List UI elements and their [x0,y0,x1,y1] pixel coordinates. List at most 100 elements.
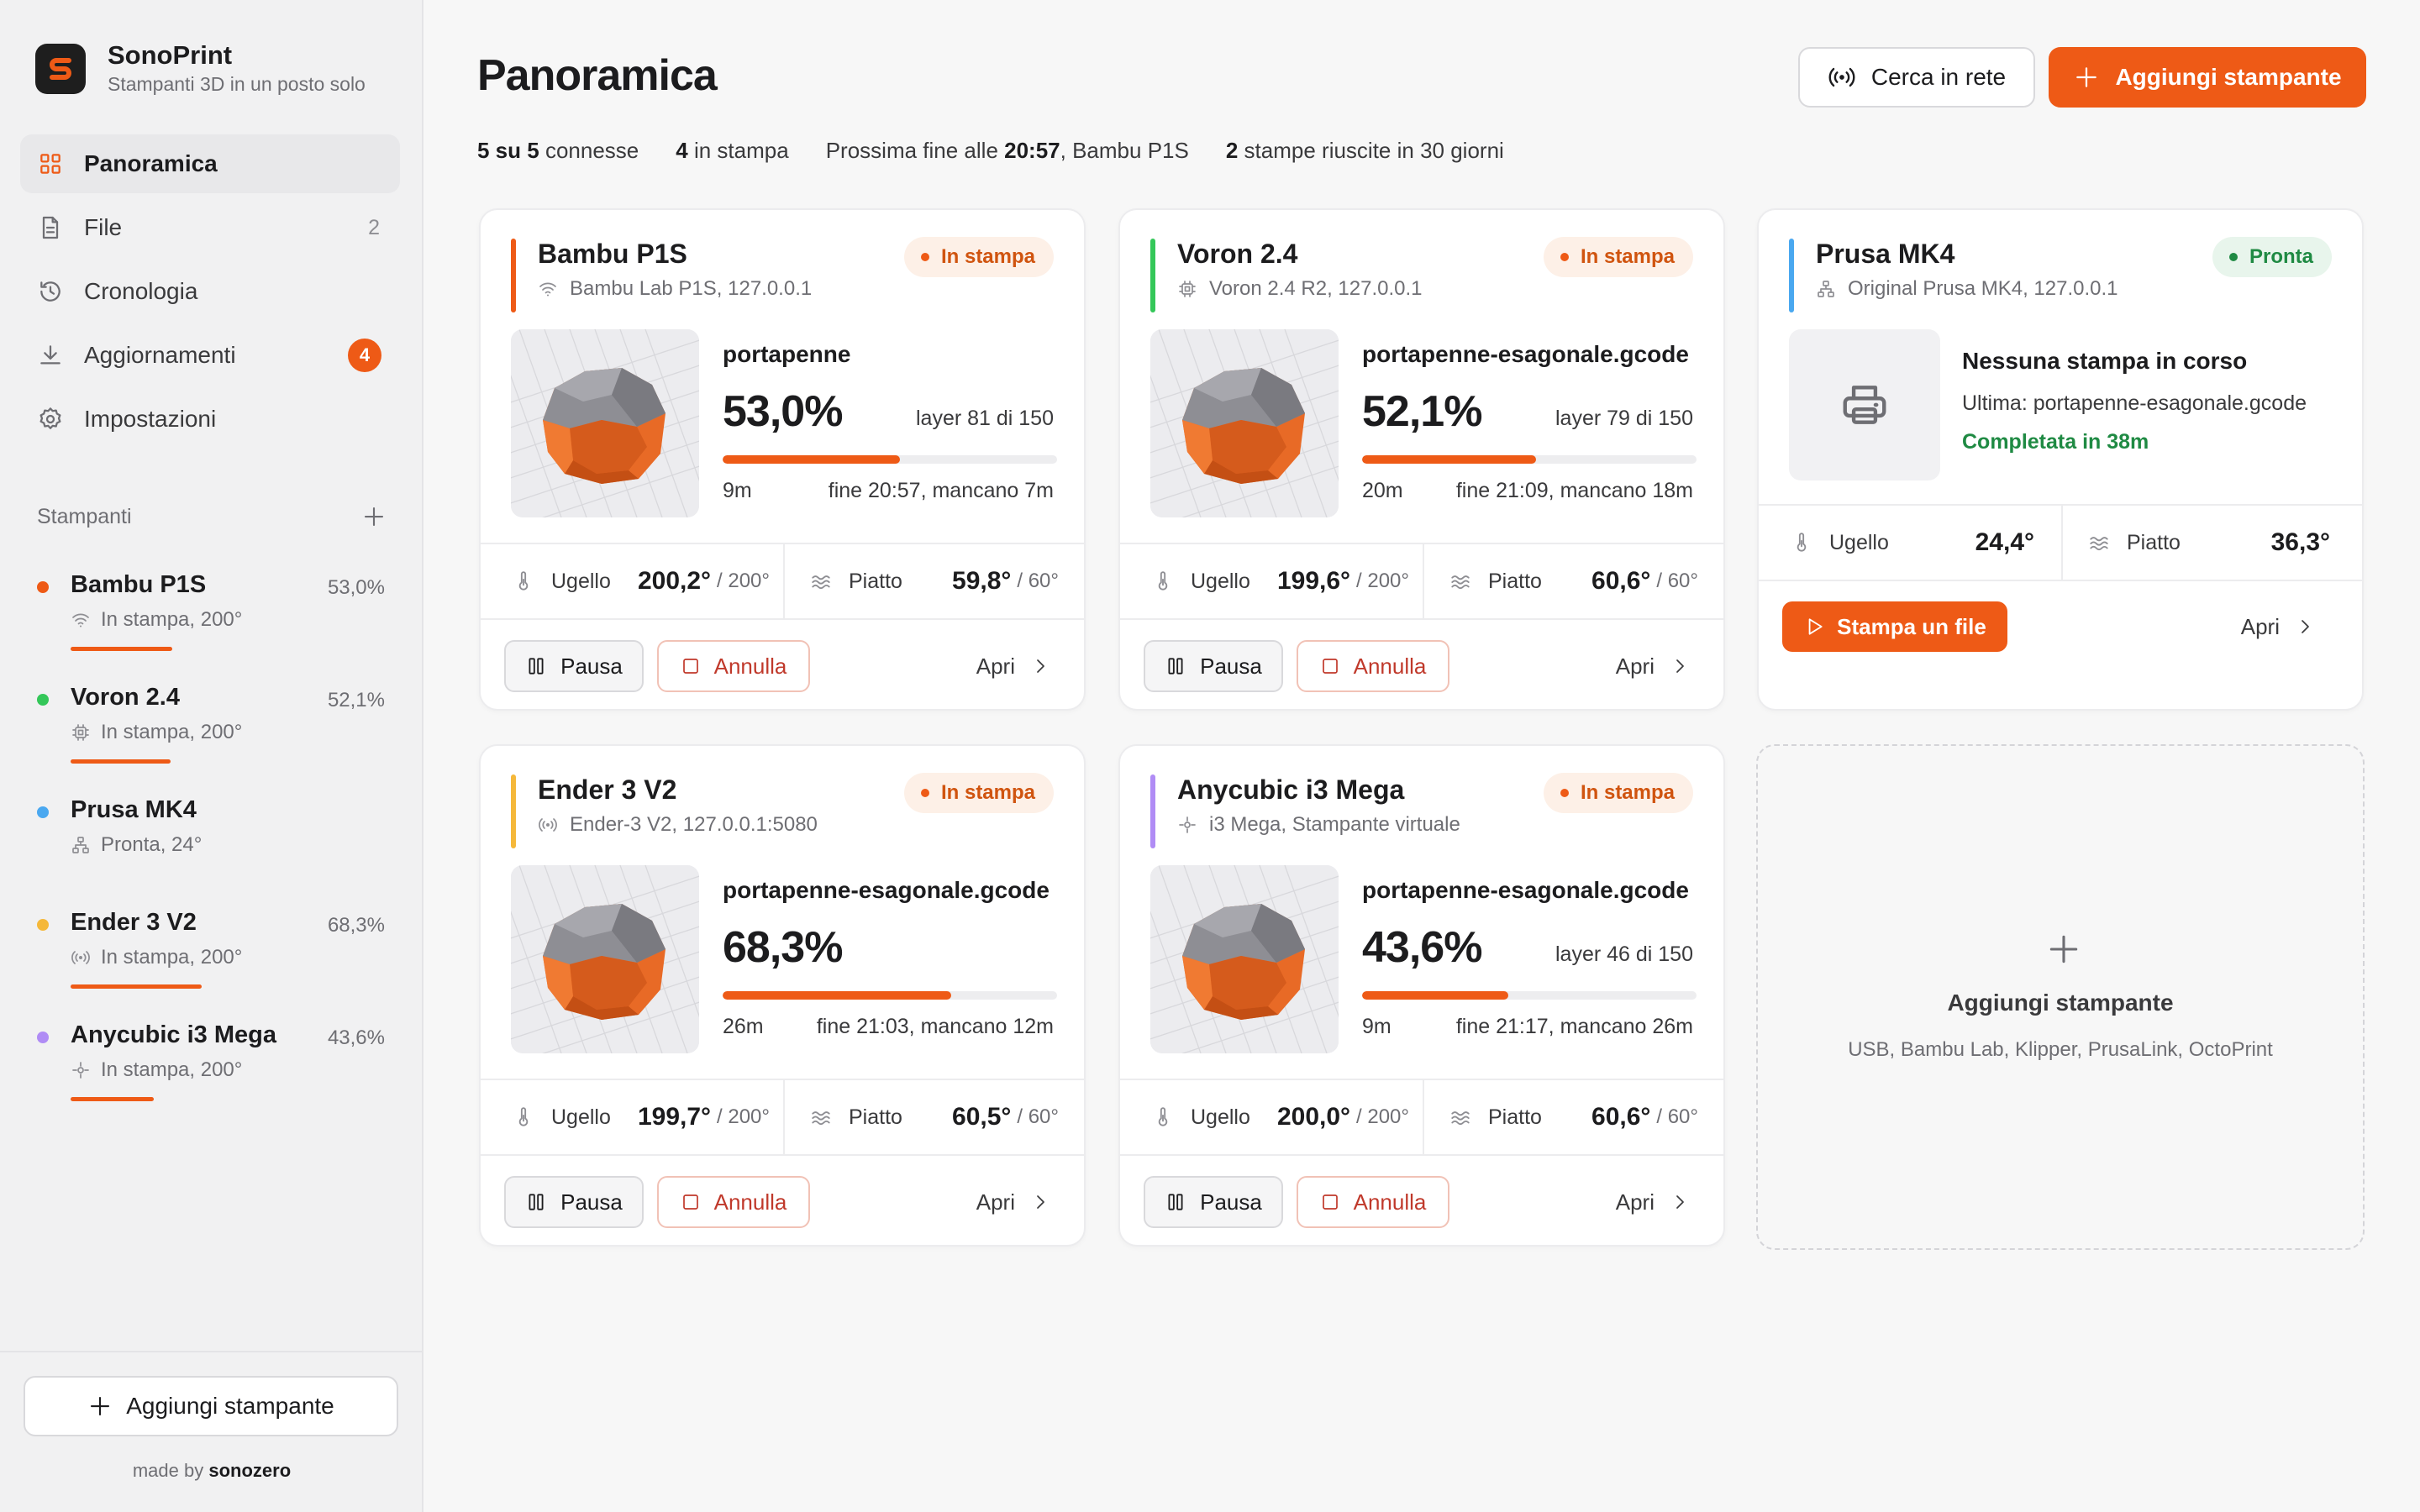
sidebar-add-printer-button[interactable]: Aggiungi stampante [24,1376,398,1436]
progress-bar [723,991,1057,1000]
open-button[interactable]: Apri [1616,1176,1690,1228]
status-badge-label: In stampa [1580,245,1675,268]
pause-icon [1165,655,1186,677]
progress-bar [1362,991,1697,1000]
bed-value: 60,5° [952,1103,1012,1131]
scan-network-label: Cerca in rete [1870,64,2007,90]
nav-item-settings[interactable]: Impostazioni [20,390,400,449]
layer-info: layer 81 di 150 [915,407,1054,430]
card-printer-model: Original Prusa MK4, 127.0.0.1 [1848,277,2118,300]
stop-icon [1320,1192,1340,1212]
brand[interactable]: SonoPrint Stampanti 3D in un posto solo [35,40,366,97]
pause-button[interactable]: Pausa [1144,1176,1283,1228]
sidebar-printer-anycubic[interactable]: Anycubic i3 Mega 43,6% In stampa, 200° [37,1015,387,1127]
card-printer-sub: Bambu Lab P1S, 127.0.0.1 [538,277,812,301]
history-icon [40,281,60,302]
sidebar-printer-bambu[interactable]: Bambu P1S 53,0% In stampa, 200° [37,564,387,677]
bed-temp: Piatto 60,6° / 60° [1449,1080,1698,1154]
made-by-name[interactable]: sonozero [208,1460,292,1481]
open-label: Apri [1615,1189,1655,1215]
eta: fine 20:57, mancano 7m [828,479,1054,502]
accent-bar [511,774,516,848]
model-thumbnail [511,865,699,1053]
status-badge-label: In stampa [940,245,1035,268]
nozzle-temp: Ugello 199,6° / 200° [1152,544,1409,618]
printer-progress-text: 43,6% [327,1026,385,1049]
cancel-label: Annulla [1353,653,1427,679]
open-button[interactable]: Apri [976,640,1050,692]
card-printer-name: Ender 3 V2 [538,774,677,805]
bed-value: 36,3° [2270,528,2330,556]
printer-progress-text: 52,1% [327,689,385,711]
sidebar-printer-voron[interactable]: Voron 2.4 52,1% In stampa, 200° [37,677,387,790]
sidebar-printer-prusa[interactable]: Prusa MK4 Pronta, 24° [37,790,387,902]
printers-section-title: Stampanti [37,504,132,528]
pause-label: Pausa [560,1189,623,1215]
progress-bar [723,455,1057,464]
printer-progress-text: 53,0% [327,576,385,599]
radio-icon [1828,63,1856,92]
print-file-button[interactable]: Stampa un file [1782,601,2007,652]
progress-percent: 52,1% [1362,387,1482,436]
card-printer-sub: Original Prusa MK4, 127.0.0.1 [1816,277,2118,301]
open-button[interactable]: Apri [976,1176,1050,1228]
bed-target: / 60° [1656,570,1698,592]
chip-icon [1177,279,1197,299]
printer-card-bambu[interactable]: Bambu P1S Bambu Lab P1S, 127.0.0.1 In st… [479,208,1086,711]
cancel-button[interactable]: Annulla [657,1176,810,1228]
elapsed-time: 9m [723,479,752,502]
add-printer-button[interactable]: Aggiungi stampante [2049,47,2366,108]
file-icon [42,216,59,239]
add-printer-card[interactable]: Aggiungi stampante USB, Bambu Lab, Klipp… [1756,744,2365,1250]
nav-label: Cronologia [84,278,198,304]
nav-item-history[interactable]: Cronologia [20,262,400,321]
printer-name: Anycubic i3 Mega [71,1021,276,1048]
nozzle-label: Ugello [1191,569,1250,593]
nav-item-overview[interactable]: Panoramica [20,134,400,193]
cancel-button[interactable]: Annulla [1297,640,1449,692]
nozzle-label: Ugello [551,1105,611,1129]
nozzle-target: / 200° [717,570,770,592]
add-printer-plus-icon[interactable] [361,504,387,529]
pause-button[interactable]: Pausa [504,640,644,692]
nav-item-files[interactable]: File 2 [20,198,400,257]
status-badge: In stampa [903,237,1054,277]
grid-icon [40,154,60,174]
bed-label: Piatto [1488,1105,1542,1129]
printer-card-prusa[interactable]: Prusa MK4 Original Prusa MK4, 127.0.0.1 … [1757,208,2364,711]
file-name: portapenne-esagonale.gcode [1362,877,1689,903]
printer-card-ender[interactable]: Ender 3 V2 Ender-3 V2, 127.0.0.1:5080 In… [479,744,1086,1247]
pause-button[interactable]: Pausa [1144,640,1283,692]
heat-icon [1449,570,1471,592]
printer-progress-bar [71,647,172,651]
printer-status: In stampa, 200° [71,721,242,744]
open-button[interactable]: Apri [2241,601,2315,652]
nav-label: Aggiornamenti [84,342,236,368]
idle-title: Nessuna stampa in corso [1962,348,2248,374]
model-thumbnail [1150,329,1339,517]
cancel-button[interactable]: Annulla [657,640,810,692]
bed-label: Piatto [849,1105,902,1129]
accent-bar [1150,774,1155,848]
plus-icon [87,1394,113,1419]
download-icon [40,345,60,365]
progress-bar [1362,455,1697,464]
bed-temp: Piatto 59,8° / 60° [810,544,1059,618]
sidebar: SonoPrint Stampanti 3D in un posto solo … [0,0,424,1512]
stat-success: 2 stampe riuscite in 30 giorni [1225,138,1504,163]
layer-info: layer 79 di 150 [1555,407,1693,430]
printer-status-text: In stampa, 200° [101,608,243,631]
printer-card-anycubic[interactable]: Anycubic i3 Mega i3 Mega, Stampante virt… [1118,744,1725,1247]
progress-fill [723,991,951,1000]
sidebar-printer-ender[interactable]: Ender 3 V2 68,3% In stampa, 200° [37,902,387,1015]
cancel-button[interactable]: Annulla [1297,1176,1449,1228]
open-button[interactable]: Apri [1616,640,1690,692]
bed-value: 60,6° [1591,567,1651,595]
open-label: Apri [2240,613,2280,639]
nav-item-updates[interactable]: Aggiornamenti 4 [20,326,400,385]
printer-card-voron[interactable]: Voron 2.4 Voron 2.4 R2, 127.0.0.1 In sta… [1118,208,1725,711]
pause-button[interactable]: Pausa [504,1176,644,1228]
nozzle-value: 24,4° [1975,528,2034,556]
scan-network-button[interactable]: Cerca in rete [1798,47,2035,108]
bed-label: Piatto [849,569,902,593]
